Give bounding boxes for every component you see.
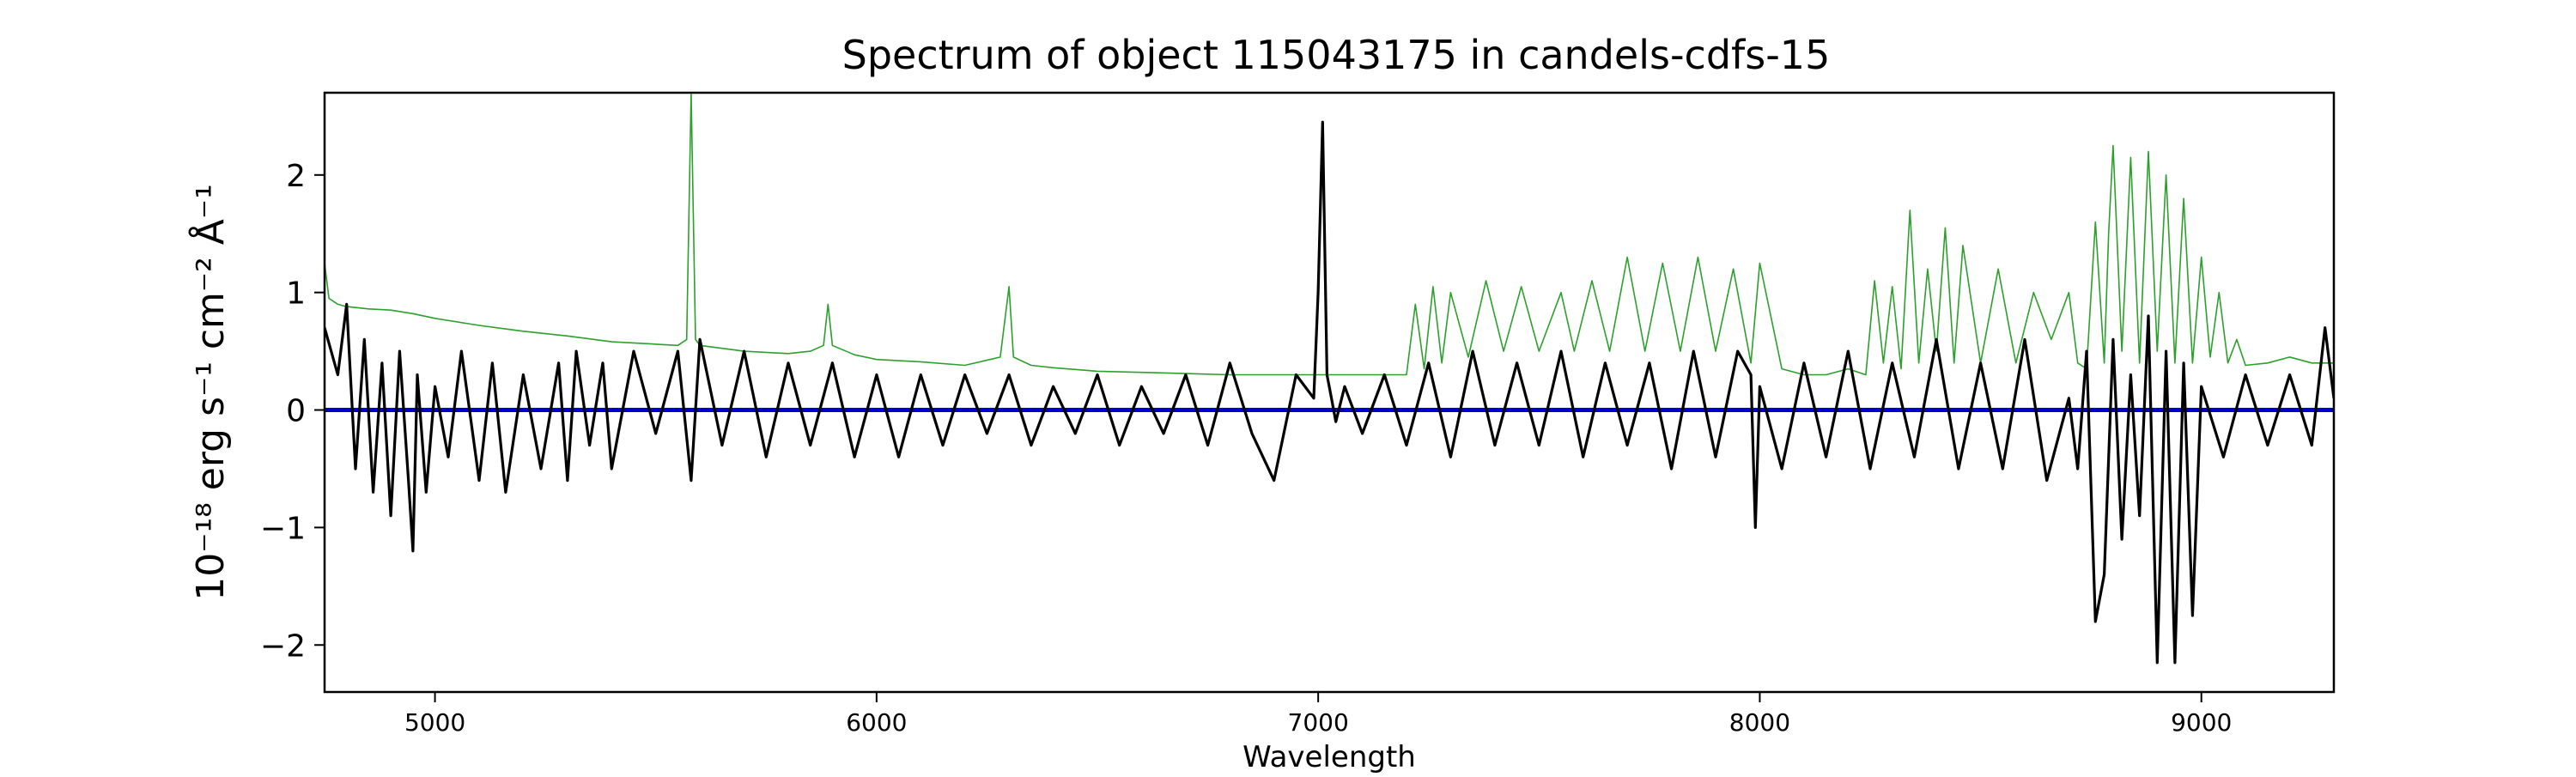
series-noise-line bbox=[325, 93, 2334, 376]
y-tick-label: 2 bbox=[286, 159, 306, 194]
x-tick-label: 7000 bbox=[1288, 708, 1349, 737]
x-axis-label: Wavelength bbox=[1242, 740, 1416, 773]
x-tick-label: 6000 bbox=[846, 708, 907, 737]
y-tick-label: 0 bbox=[286, 394, 306, 429]
y-tick-label: −2 bbox=[260, 628, 306, 664]
axis-ticks: 5000 6000 7000 8000 9000 −2 −1 0 1 2 bbox=[260, 159, 2232, 737]
y-tick-label: −1 bbox=[260, 511, 306, 546]
x-tick-label: 5000 bbox=[404, 708, 465, 737]
x-tick-label: 9000 bbox=[2171, 708, 2232, 737]
y-axis-label: 10⁻¹⁸ erg s⁻¹ cm⁻² Å⁻¹ bbox=[187, 184, 233, 600]
plot-area bbox=[325, 93, 2334, 665]
chart-title: Spectrum of object 115043175 in candels-… bbox=[842, 32, 1831, 78]
plot-frame bbox=[323, 91, 2336, 694]
series-flux-line bbox=[325, 120, 2334, 665]
y-tick-label: 1 bbox=[286, 276, 306, 312]
x-tick-label: 8000 bbox=[1729, 708, 1790, 737]
